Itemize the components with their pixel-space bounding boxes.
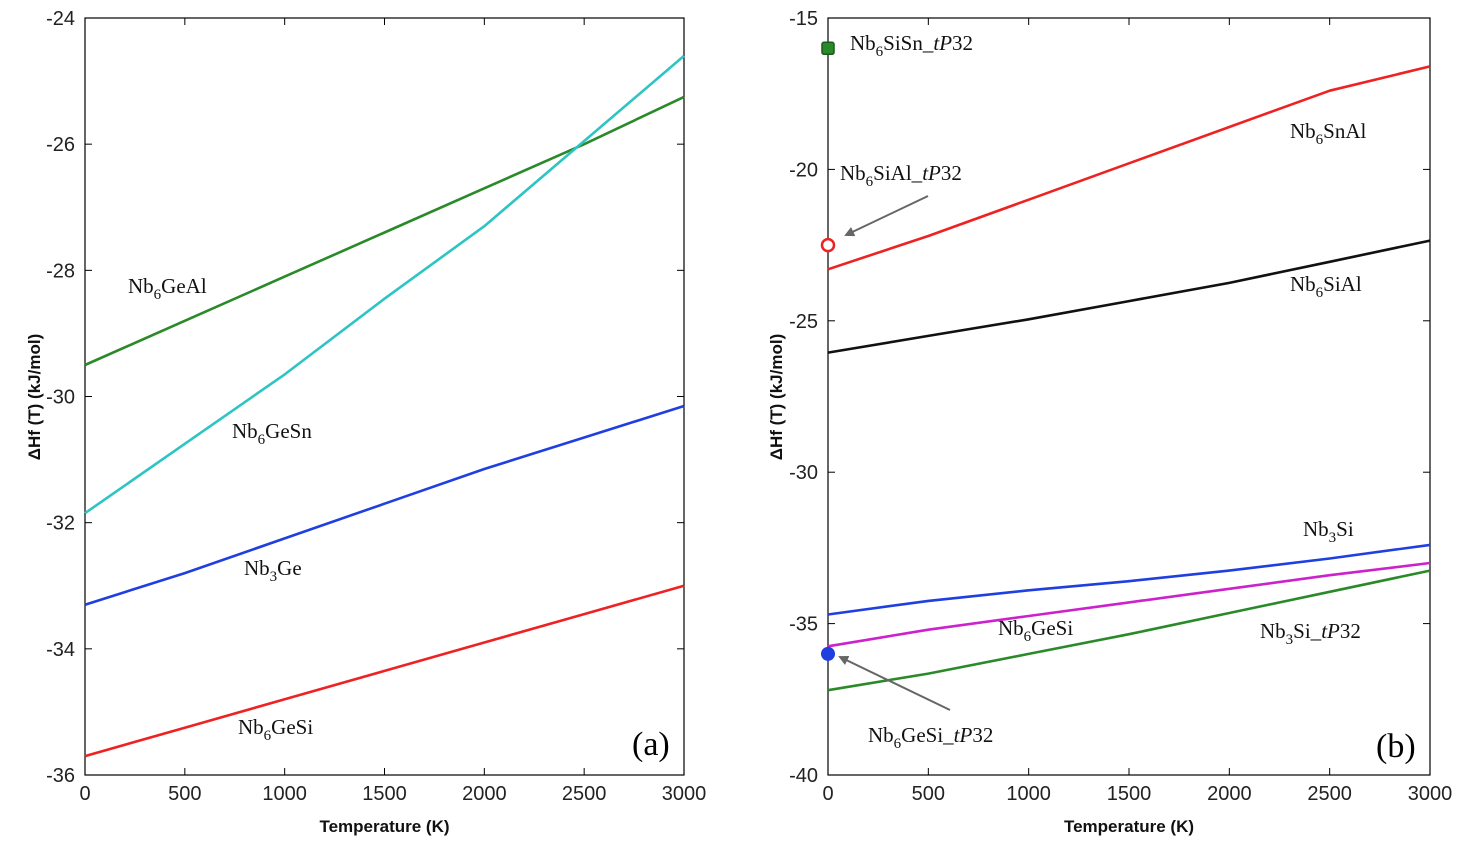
- series-nb6gesi-label: Nb6GeSi: [238, 715, 313, 744]
- y-tick-label: -24: [46, 8, 75, 30]
- y-tick-label: -28: [46, 260, 75, 282]
- series-nb6sial-label: Nb6SiAl: [1290, 272, 1362, 301]
- y-tick-label: -30: [789, 462, 818, 484]
- y-tick-label: -25: [789, 311, 818, 333]
- series-nb6gesi-label: Nb6GeSi: [998, 616, 1073, 645]
- series-line-nb6sial: [827, 239, 1431, 354]
- series-nb3ge-label: Nb3Ge: [244, 556, 302, 585]
- x-tick-label: 1000: [1006, 783, 1051, 805]
- y-tick-label: -35: [789, 614, 818, 636]
- series-line-nb6gesn: [84, 54, 685, 515]
- series-nb3si-tp32-label: Nb3Si_tP32: [1260, 619, 1361, 648]
- series-line-nb6geal: [84, 95, 685, 367]
- chart-panel-a: 0 500 1000 1500 2000 2500 3000 -36 -34 -32 -30 -28 -…: [25, 8, 706, 836]
- series-line-nb3si: [827, 543, 1431, 616]
- point-nb6sial-tp32-label: Nb6SiAl_tP32: [840, 161, 962, 190]
- series-nb6gesn-label: Nb6GeSn: [232, 419, 312, 448]
- x-tick-label: 0: [79, 783, 90, 805]
- y-tick-label: -20: [789, 159, 818, 181]
- x-tick-label: 2500: [562, 783, 607, 805]
- x-tick-label: 2500: [1307, 783, 1352, 805]
- x-tick-label: 500: [168, 783, 201, 805]
- series-line-nb3si-tp32: [827, 569, 1431, 692]
- y-axis-label: ΔHf (T) (kJ/mol): [767, 334, 786, 461]
- series-nb6geal-label: Nb6GeAl: [128, 274, 207, 303]
- annotation-arrow: [844, 195, 929, 237]
- y-tick-label: -32: [46, 513, 75, 535]
- x-tick-label: 3000: [662, 783, 707, 805]
- x-tick-label: 1500: [362, 783, 407, 805]
- y-tick-label: -15: [789, 8, 818, 30]
- y-tick-label: -36: [46, 765, 75, 787]
- data-point-nb6sial-tp32: [820, 237, 836, 253]
- x-tick-label: 2000: [1207, 783, 1252, 805]
- x-tick-label: 1000: [262, 783, 307, 805]
- panel-letter: (a): [632, 726, 670, 763]
- point-nb6sisn-tp32-label: Nb6SiSn_tP32: [850, 31, 973, 60]
- y-tick-label: -30: [46, 387, 75, 409]
- data-point-nb6sisn-tp32: [821, 41, 835, 56]
- x-axis-label: Temperature (K): [1064, 817, 1194, 836]
- series-nb3si-label: Nb3Si: [1303, 517, 1354, 546]
- series-line-nb3ge: [84, 404, 685, 606]
- chart-panel-b: 0 500 1000 1500 2000 2500 3000 -40 -35 -30 -25 -20 -…: [767, 8, 1452, 836]
- x-tick-label: 500: [912, 783, 945, 805]
- series-nb6snal-label: Nb6SnAl: [1290, 119, 1367, 148]
- series-line-nb6snal: [827, 65, 1431, 271]
- data-point-nb6gesi-tp32: [821, 646, 835, 661]
- point-nb6gesi-tp32-label: Nb6GeSi_tP32: [868, 723, 993, 752]
- y-tick-label: -26: [46, 134, 75, 156]
- x-tick-label: 2000: [462, 783, 507, 805]
- series-line-nb6gesi: [827, 561, 1431, 648]
- y-axis-label: ΔHf (T) (kJ/mol): [25, 334, 44, 461]
- series-line-nb6gesi: [84, 584, 685, 758]
- y-tick-label: -34: [46, 639, 75, 661]
- x-tick-label: 0: [822, 783, 833, 805]
- annotation-arrow: [838, 655, 951, 711]
- x-axis-label: Temperature (K): [319, 817, 449, 836]
- panel-letter: (b): [1376, 728, 1416, 765]
- x-tick-label: 3000: [1408, 783, 1453, 805]
- x-tick-label: 1500: [1107, 783, 1152, 805]
- y-tick-label: -40: [789, 765, 818, 787]
